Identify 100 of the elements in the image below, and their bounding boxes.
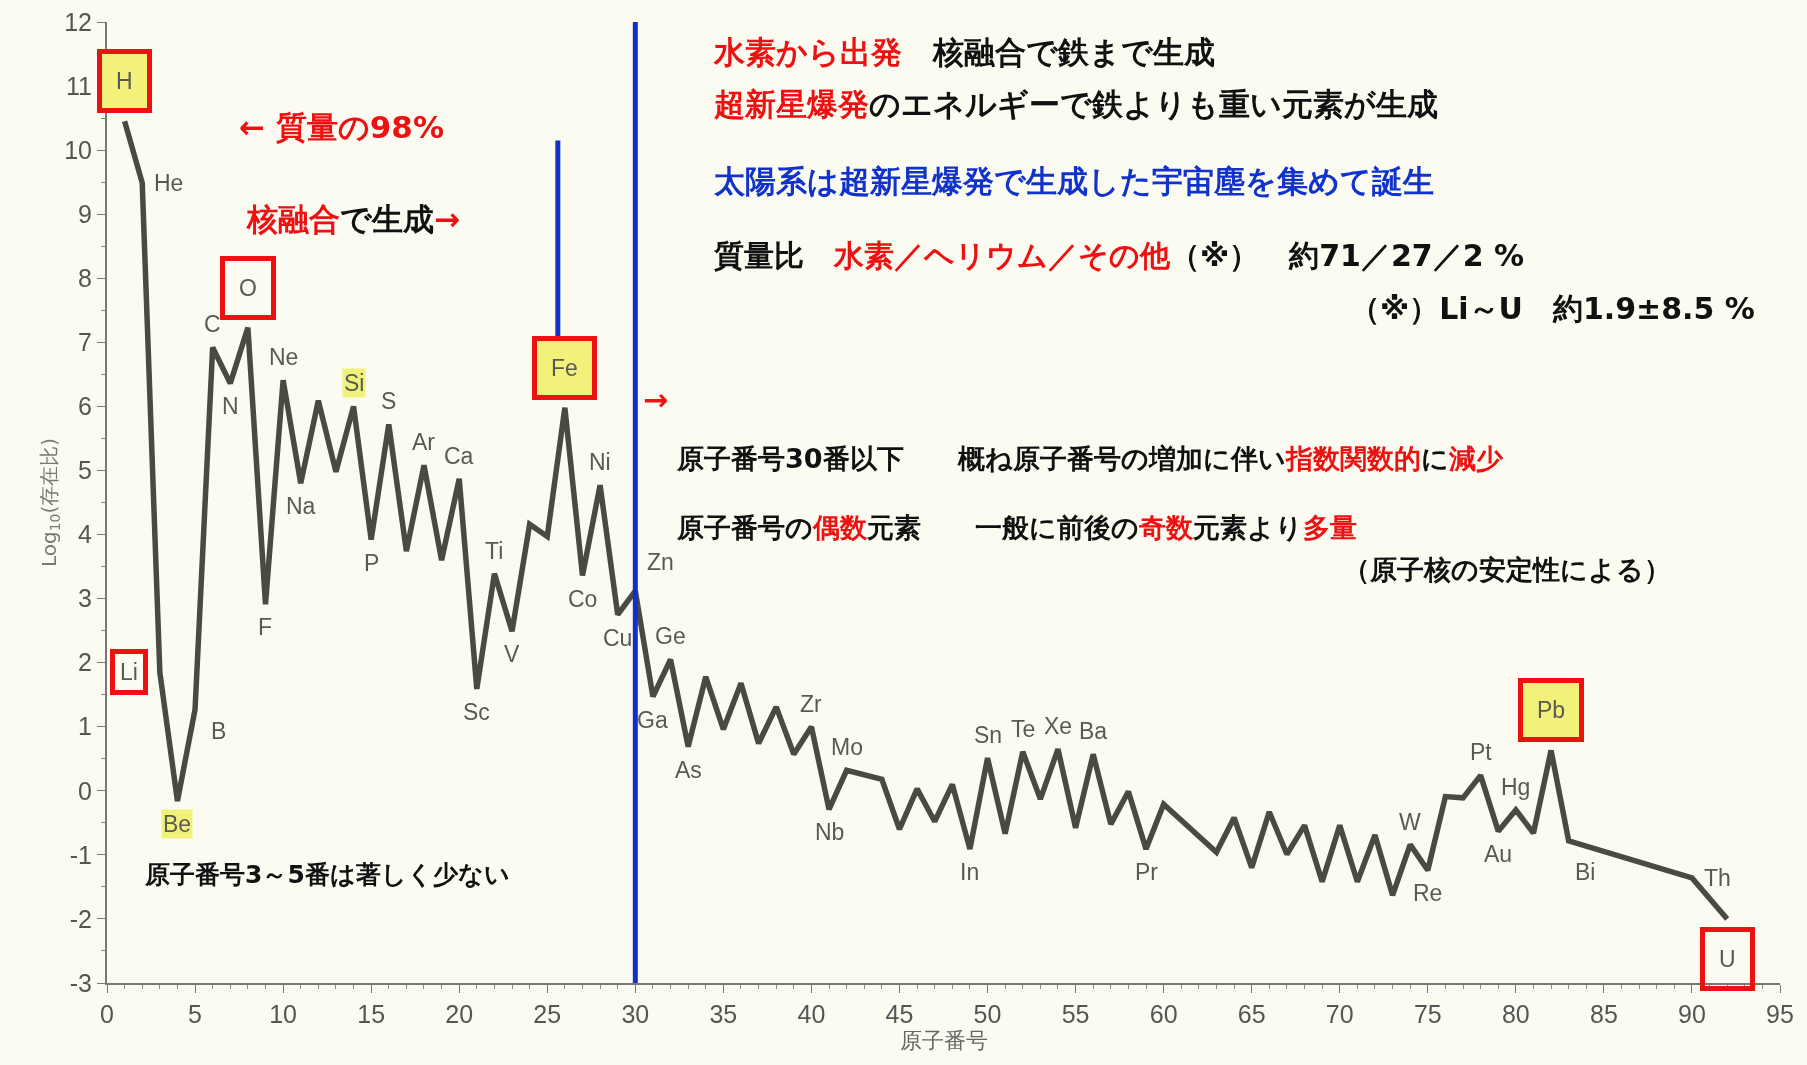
annotation: As — [675, 757, 702, 783]
annotation: H — [116, 68, 133, 94]
annotation: → — [434, 201, 460, 237]
annotation: 元素 一般に前後の — [866, 512, 1139, 543]
annotation: In — [960, 859, 980, 885]
annotation: Pt — [1470, 739, 1493, 765]
annotation: Ne — [269, 344, 299, 370]
annotation: Ca — [444, 443, 474, 469]
x-tick-label: 60 — [1149, 1000, 1178, 1028]
annotation: 奇数 — [1138, 512, 1194, 543]
y-tick-label: -3 — [69, 968, 92, 997]
x-tick-label: 30 — [621, 1000, 650, 1028]
annotation: Co — [568, 586, 598, 612]
annotation: W — [1399, 809, 1421, 835]
annotation: Hg — [1501, 774, 1531, 800]
annotation: Fe — [551, 355, 578, 381]
annotation: N — [222, 393, 239, 419]
annotation: 核融合 — [246, 201, 340, 237]
annotation: Si — [344, 370, 365, 396]
x-tick-label: 15 — [357, 1000, 386, 1028]
x-tick-label: 45 — [885, 1000, 914, 1028]
annotation: ← 質量の98% — [239, 109, 444, 145]
annotation: Ga — [637, 707, 668, 733]
annotation: Mo — [831, 734, 863, 760]
x-tick-label: 40 — [797, 1000, 826, 1028]
annotation: Nb — [815, 819, 845, 845]
y-tick-label: 8 — [78, 264, 92, 293]
annotation: Na — [286, 493, 316, 519]
annotation: のエネルギーで鉄よりも重い元素が生成 — [869, 86, 1438, 122]
annotation: Ni — [589, 449, 611, 475]
x-tick-label: 85 — [1589, 1000, 1618, 1028]
annotation: Sc — [463, 699, 490, 725]
annotation: （※） 約71／27／2 % — [1170, 238, 1525, 273]
x-tick-label: 65 — [1237, 1000, 1266, 1028]
annotation: V — [504, 641, 520, 667]
annotation: 原子番号30番以下 概ね原子番号の増加に伴い — [676, 443, 1286, 474]
annotation: Re — [1413, 880, 1443, 906]
x-tick-label: 0 — [100, 1000, 114, 1028]
y-tick-label: -2 — [69, 904, 92, 933]
annotation: O — [239, 275, 257, 301]
x-tick-label: 75 — [1413, 1000, 1442, 1028]
annotation: F — [258, 614, 273, 640]
annotation: U — [1719, 946, 1736, 972]
annotation: （原子核の安定性による） — [1343, 554, 1671, 585]
annotation: 元素より — [1192, 512, 1303, 543]
y-tick-label: 3 — [78, 584, 92, 613]
x-tick-label: 35 — [709, 1000, 738, 1028]
y-tick-label: 5 — [78, 456, 92, 485]
annotation: 減少 — [1447, 443, 1504, 474]
annotation: 核融合で鉄まで生成 — [902, 34, 1215, 70]
x-tick-label: 55 — [1061, 1000, 1090, 1028]
y-tick-label: 6 — [78, 392, 92, 421]
annotation: He — [154, 170, 184, 196]
y-tick-label: 9 — [78, 199, 92, 228]
x-tick-label: 25 — [533, 1000, 562, 1028]
y-tick-label: 4 — [78, 520, 93, 549]
annotation: Be — [163, 811, 192, 837]
annotation: Xe — [1044, 713, 1073, 739]
annotation: 指数関数的 — [1284, 443, 1421, 474]
annotation: で生成 — [340, 201, 434, 237]
x-tick-label: 10 — [269, 1000, 298, 1028]
annotation: Bi — [1575, 859, 1596, 885]
annotation: Sn — [974, 722, 1003, 748]
x-tick-label: 20 — [445, 1000, 474, 1028]
annotation: 原子番号3～5番は著しく少ない — [144, 860, 510, 889]
x-tick-label: 70 — [1325, 1000, 1354, 1028]
x-tick-label: 5 — [188, 1000, 202, 1028]
y-tick-label: 0 — [78, 776, 92, 805]
annotation: P — [364, 550, 380, 576]
annotation: 水素／ヘリウム／その他 — [833, 238, 1171, 273]
annotation: 水素から出発 — [713, 34, 902, 70]
annotation: Pr — [1135, 859, 1159, 885]
annotation: に — [1420, 443, 1449, 474]
annotation: C — [204, 311, 221, 337]
annotation: 偶数 — [812, 512, 868, 543]
annotation: Ar — [412, 429, 436, 455]
annotation: B — [211, 718, 227, 744]
annotation: Cu — [603, 625, 633, 651]
annotation: Au — [1484, 841, 1513, 867]
y-tick-label: 12 — [64, 7, 92, 36]
y-tick-label: 11 — [66, 71, 92, 100]
annotation: （※）Li～U 約1.9±8.5 % — [1350, 291, 1755, 326]
annotation: S — [381, 388, 397, 414]
annotation: 原子番号の — [676, 512, 813, 543]
annotation: Ge — [655, 623, 686, 649]
annotation: Zn — [647, 549, 674, 575]
annotation: Ba — [1079, 718, 1108, 744]
x-tick-label: 95 — [1766, 1000, 1794, 1028]
annotation: 超新星爆発 — [713, 86, 869, 122]
x-axis-title: 原子番号 — [899, 1028, 988, 1053]
x-tick-label: 50 — [973, 1000, 1002, 1028]
y-tick-label: 2 — [78, 648, 92, 677]
annotation: Te — [1011, 716, 1036, 742]
annotation: 質量比 — [713, 238, 834, 273]
annotation: Pb — [1537, 697, 1566, 723]
annotation: Ti — [485, 538, 504, 564]
y-tick-label: 7 — [78, 328, 92, 357]
annotation: Zr — [800, 691, 823, 717]
y-tick-label: 10 — [64, 135, 92, 164]
y-tick-label: 1 — [78, 712, 92, 741]
